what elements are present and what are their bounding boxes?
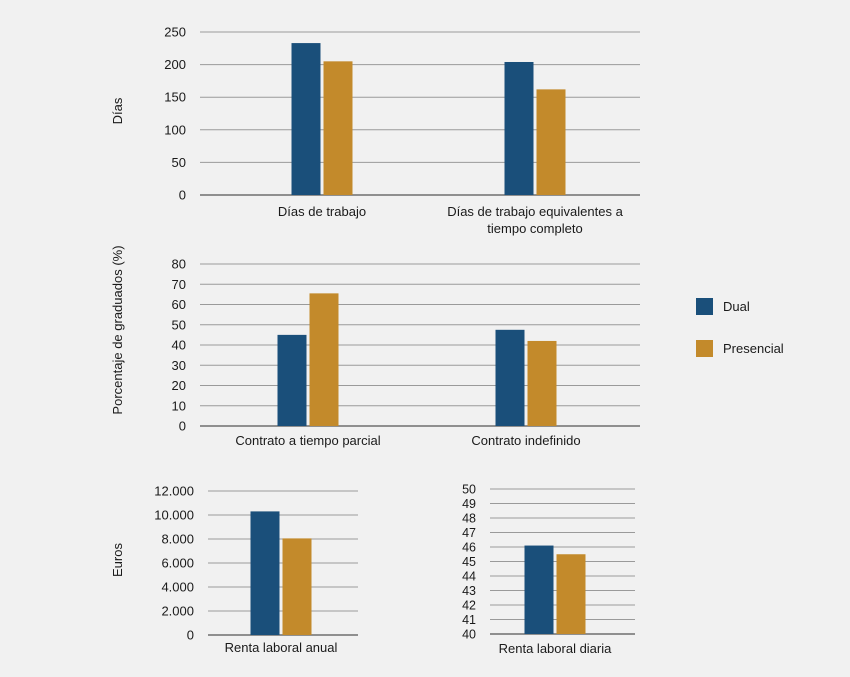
contratos-y-tick-label: 70 (172, 277, 186, 292)
dias-category-label: tiempo completo (487, 221, 582, 236)
dias-y-tick-label: 250 (164, 25, 186, 40)
renta-diaria-y-tick-label: 48 (462, 512, 476, 526)
renta-diaria-bar-dual (524, 545, 554, 634)
renta-anual-y-tick-label: 8.000 (161, 532, 194, 547)
legend-label-presencial: Presencial (723, 340, 784, 356)
contratos-bar-presencial (527, 340, 557, 426)
renta-diaria-y-tick-label: 49 (462, 497, 476, 511)
legend-item-presencial: Presencial (696, 338, 836, 358)
contratos-y-tick-label: 10 (172, 398, 186, 413)
renta-diaria-y-tick-label: 41 (462, 613, 476, 627)
contratos-y-tick-label: 40 (172, 338, 186, 353)
dias-y-tick-label: 50 (172, 155, 186, 170)
contratos-y-tick-label: 0 (179, 419, 186, 434)
dias-bar-dual (504, 61, 534, 195)
dias-y-axis-label: Días (110, 97, 125, 124)
renta-anual-y-tick-label: 0 (187, 628, 194, 643)
renta-anual-y-tick-label: 2.000 (161, 604, 194, 619)
dias-y-tick-label: 150 (164, 90, 186, 105)
contratos-y-axis-label: Porcentaje de graduados (%) (110, 245, 125, 414)
contratos-bar-dual (277, 334, 307, 426)
renta-diaria-y-tick-label: 45 (462, 555, 476, 569)
renta-anual-bar-presencial (282, 538, 312, 635)
legend-label-dual: Dual (723, 298, 750, 314)
renta-anual-y-tick-label: 12.000 (154, 484, 194, 499)
legend-swatch-presencial (696, 339, 713, 357)
dias-category-label: Días de trabajo equivalentes a (447, 204, 623, 219)
dias-y-tick-label: 200 (164, 57, 186, 72)
dias-category-label: Días de trabajo (278, 204, 366, 219)
renta-diaria-category-label: Renta laboral diaria (499, 641, 613, 656)
dias-bar-dual (291, 43, 321, 195)
legend: Dual Presencial (696, 296, 836, 380)
contratos-category-label: Contrato indefinido (471, 433, 580, 448)
renta-anual-y-tick-label: 10.000 (154, 508, 194, 523)
contratos-bar-dual (495, 329, 525, 426)
contratos-y-tick-label: 80 (172, 257, 186, 272)
dias-bar-presencial (536, 89, 566, 195)
renta-diaria-y-tick-label: 42 (462, 599, 476, 613)
renta-anual-category-label: Renta laboral anual (225, 640, 338, 655)
renta-diaria-y-tick-label: 43 (462, 584, 476, 598)
renta-anual-y-tick-label: 4.000 (161, 580, 194, 595)
contratos-bar-presencial (309, 293, 339, 426)
renta-diaria-y-tick-label: 47 (462, 526, 476, 540)
renta-diaria-y-tick-label: 50 (462, 483, 476, 497)
legend-swatch-dual (696, 297, 713, 315)
renta-anual-y-axis-label: Euros (110, 543, 125, 577)
contratos-y-tick-label: 30 (172, 358, 186, 373)
renta-diaria-y-tick-label: 44 (462, 570, 476, 584)
contratos-category-label: Contrato a tiempo parcial (235, 433, 380, 448)
dias-y-tick-label: 100 (164, 122, 186, 137)
dias-bar-presencial (323, 61, 353, 196)
renta-anual-y-tick-label: 6.000 (161, 556, 194, 571)
renta-anual-bar-dual (250, 511, 280, 635)
renta-diaria-y-tick-label: 46 (462, 541, 476, 555)
legend-item-dual: Dual (696, 296, 836, 316)
contratos-y-tick-label: 20 (172, 378, 186, 393)
renta-diaria-bar-presencial (556, 554, 586, 634)
contratos-y-tick-label: 50 (172, 317, 186, 332)
contratos-y-tick-label: 60 (172, 297, 186, 312)
renta-diaria-y-tick-label: 40 (462, 628, 476, 642)
dias-y-tick-label: 0 (179, 188, 186, 203)
